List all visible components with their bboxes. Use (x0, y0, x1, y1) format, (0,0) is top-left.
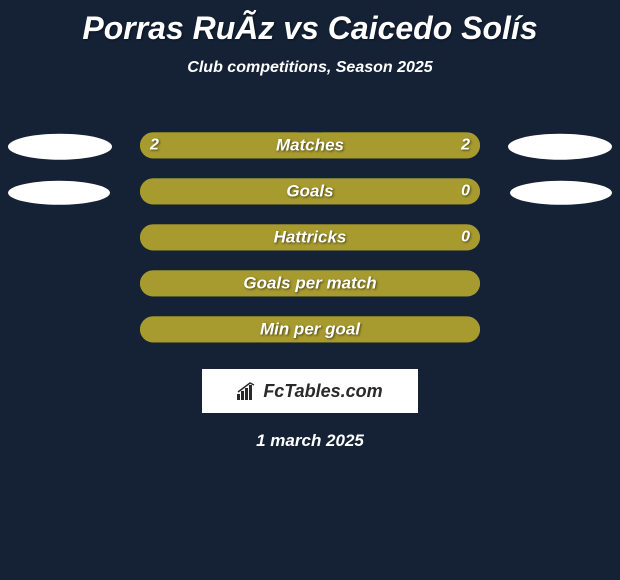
subtitle: Club competitions, Season 2025 (0, 59, 620, 77)
stat-value-left: 2 (150, 132, 159, 158)
logo-text: FcTables.com (263, 381, 382, 402)
stat-bar: Hattricks0 (140, 224, 480, 250)
player-right-marker (510, 181, 612, 205)
stat-label: Matches (140, 132, 480, 158)
stat-label: Hattricks (140, 224, 480, 250)
stat-bar: Goals0 (140, 178, 480, 204)
date-text: 1 march 2025 (0, 431, 620, 451)
stat-row: Min per goal (0, 309, 620, 355)
stat-bar: Matches2 2 (140, 132, 480, 158)
stats-rows: Matches22Goals0Hattricks0Goals per match… (0, 125, 620, 355)
stat-label: Goals per match (140, 270, 480, 296)
stat-row: Goals0 (0, 171, 620, 217)
stat-value-right: 0 (461, 224, 470, 250)
logo-box: FcTables.com (202, 369, 418, 413)
chart-icon (237, 382, 259, 400)
stat-value-right: 2 (461, 132, 470, 158)
stat-row: Hattricks0 (0, 217, 620, 263)
page-title: Porras RuÃ­z vs Caicedo Solís (0, 0, 620, 47)
player-left-marker (8, 181, 110, 205)
stat-row: Goals per match (0, 263, 620, 309)
stat-bar: Min per goal (140, 316, 480, 342)
stat-label: Goals (140, 178, 480, 204)
player-left-marker (8, 134, 112, 160)
stat-label: Min per goal (140, 316, 480, 342)
logo: FcTables.com (237, 381, 382, 402)
stat-row: Matches2 2 (0, 125, 620, 171)
player-right-marker (508, 134, 612, 160)
stat-bar: Goals per match (140, 270, 480, 296)
stat-value-right: 0 (461, 178, 470, 204)
